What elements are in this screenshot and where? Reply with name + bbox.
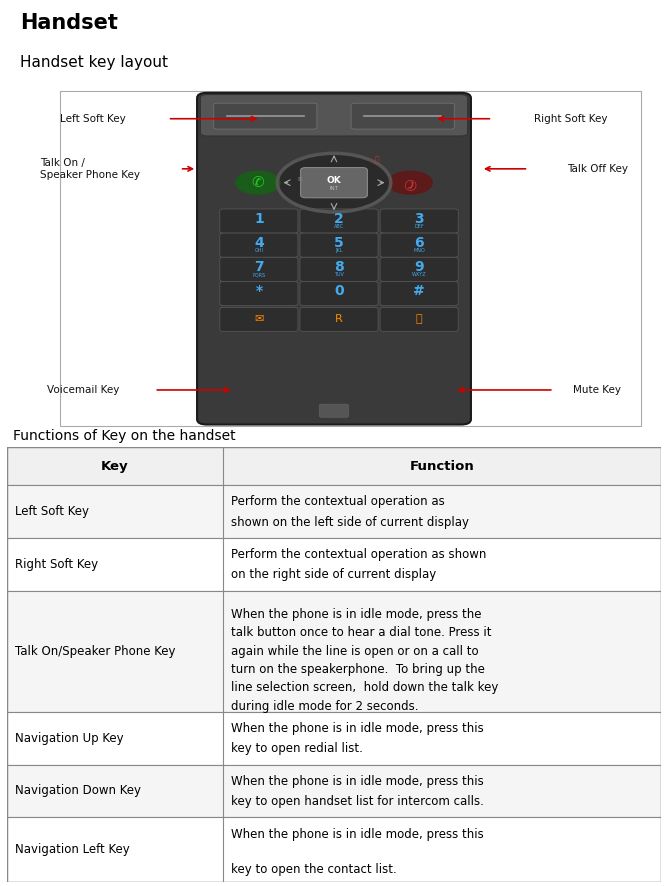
- Text: When the phone is in idle mode, press this: When the phone is in idle mode, press th…: [230, 828, 484, 841]
- Text: 1: 1: [254, 212, 264, 226]
- Text: Functions of Key on the handset: Functions of Key on the handset: [13, 430, 236, 443]
- Text: PQRS: PQRS: [253, 273, 265, 277]
- Text: key to open the contact list.: key to open the contact list.: [230, 863, 396, 876]
- FancyBboxPatch shape: [301, 167, 367, 198]
- Text: shown on the left side of current display: shown on the left side of current displa…: [230, 516, 468, 529]
- FancyBboxPatch shape: [300, 209, 378, 233]
- Text: DEF: DEF: [414, 224, 424, 229]
- Text: TUV: TUV: [334, 273, 344, 277]
- Text: Talk Off Key: Talk Off Key: [567, 164, 628, 174]
- Bar: [7, 486, 661, 538]
- Circle shape: [277, 153, 391, 212]
- Text: on the right side of current display: on the right side of current display: [230, 568, 436, 581]
- Bar: [7, 765, 661, 818]
- Text: turn on the speakerphone.  To bring up the: turn on the speakerphone. To bring up th…: [230, 663, 484, 676]
- Text: key to open redial list.: key to open redial list.: [230, 742, 363, 755]
- Text: Handset: Handset: [20, 13, 118, 34]
- Text: 7: 7: [254, 260, 264, 274]
- Text: Right Soft Key: Right Soft Key: [15, 558, 98, 571]
- FancyBboxPatch shape: [380, 257, 458, 282]
- Text: Perform the contextual operation as: Perform the contextual operation as: [230, 495, 444, 509]
- FancyBboxPatch shape: [380, 233, 458, 257]
- Text: GHI: GHI: [255, 248, 263, 253]
- FancyBboxPatch shape: [197, 93, 471, 424]
- FancyBboxPatch shape: [220, 282, 298, 306]
- Circle shape: [388, 171, 432, 194]
- FancyBboxPatch shape: [380, 307, 458, 331]
- Text: Voicemail Key: Voicemail Key: [47, 385, 119, 395]
- Text: *: *: [255, 284, 263, 299]
- Bar: [7, 538, 661, 591]
- Text: Left Soft Key: Left Soft Key: [60, 113, 126, 124]
- Text: Mute Key: Mute Key: [573, 385, 621, 395]
- Bar: [7, 711, 661, 765]
- Text: #: #: [413, 284, 425, 299]
- Text: Handset key layout: Handset key layout: [20, 55, 168, 70]
- Text: 🔇: 🔇: [416, 315, 422, 324]
- Text: during idle mode for 2 seconds.: during idle mode for 2 seconds.: [230, 700, 418, 712]
- Text: 0: 0: [334, 284, 344, 299]
- Text: WXYZ: WXYZ: [412, 273, 426, 277]
- Text: 6: 6: [414, 236, 424, 250]
- Text: Navigation Up Key: Navigation Up Key: [15, 732, 123, 744]
- Text: ⏻: ⏻: [375, 156, 379, 165]
- Text: 5: 5: [334, 236, 344, 250]
- Text: ✆: ✆: [403, 175, 417, 190]
- Text: When the phone is in idle mode, press this: When the phone is in idle mode, press th…: [230, 774, 484, 788]
- Text: OK: OK: [327, 176, 341, 185]
- FancyBboxPatch shape: [319, 404, 349, 417]
- Text: Navigation Down Key: Navigation Down Key: [15, 784, 140, 797]
- Text: When the phone is in idle mode, press this: When the phone is in idle mode, press th…: [230, 722, 484, 734]
- Text: B: B: [297, 177, 301, 183]
- Text: line selection screen,  hold down the talk key: line selection screen, hold down the tal…: [230, 681, 498, 695]
- Bar: [7, 818, 661, 882]
- Text: Key: Key: [101, 460, 128, 473]
- Text: Left Soft Key: Left Soft Key: [15, 505, 89, 518]
- Text: Talk On/Speaker Phone Key: Talk On/Speaker Phone Key: [15, 645, 175, 657]
- Text: again while the line is open or on a call to: again while the line is open or on a cal…: [230, 645, 478, 657]
- Text: ✆: ✆: [251, 175, 265, 190]
- Text: R: R: [335, 315, 343, 324]
- FancyBboxPatch shape: [220, 257, 298, 282]
- FancyBboxPatch shape: [220, 209, 298, 233]
- Text: Right Soft Key: Right Soft Key: [534, 113, 608, 124]
- FancyBboxPatch shape: [300, 257, 378, 282]
- Bar: [60, 91, 641, 426]
- FancyBboxPatch shape: [200, 95, 468, 136]
- FancyBboxPatch shape: [351, 103, 454, 129]
- Text: When the phone is in idle mode, press the: When the phone is in idle mode, press th…: [230, 608, 481, 621]
- FancyBboxPatch shape: [220, 307, 298, 331]
- FancyBboxPatch shape: [380, 209, 458, 233]
- Text: ✉: ✉: [254, 315, 264, 324]
- Text: 3: 3: [414, 212, 424, 226]
- FancyBboxPatch shape: [300, 282, 378, 306]
- FancyBboxPatch shape: [300, 233, 378, 257]
- Text: 9: 9: [414, 260, 424, 274]
- FancyBboxPatch shape: [380, 282, 458, 306]
- Text: key to open handset list for intercom calls.: key to open handset list for intercom ca…: [230, 795, 484, 808]
- Text: 2: 2: [334, 212, 344, 226]
- Text: ABC: ABC: [334, 224, 344, 229]
- Bar: [7, 591, 661, 711]
- Bar: [7, 447, 661, 486]
- FancyBboxPatch shape: [300, 307, 378, 331]
- Text: Navigation Left Key: Navigation Left Key: [15, 843, 130, 856]
- Text: Talk On /
Speaker Phone Key: Talk On / Speaker Phone Key: [40, 158, 140, 180]
- Text: 8: 8: [334, 260, 344, 274]
- Text: INT: INT: [329, 186, 339, 191]
- FancyBboxPatch shape: [220, 233, 298, 257]
- Text: MNO: MNO: [413, 248, 425, 253]
- Text: 4: 4: [254, 236, 264, 250]
- Text: Perform the contextual operation as shown: Perform the contextual operation as show…: [230, 548, 486, 561]
- Text: talk button once to hear a dial tone. Press it: talk button once to hear a dial tone. Pr…: [230, 626, 491, 640]
- FancyBboxPatch shape: [214, 103, 317, 129]
- Text: Function: Function: [409, 460, 474, 473]
- Circle shape: [236, 171, 280, 194]
- Text: JKL: JKL: [335, 248, 343, 253]
